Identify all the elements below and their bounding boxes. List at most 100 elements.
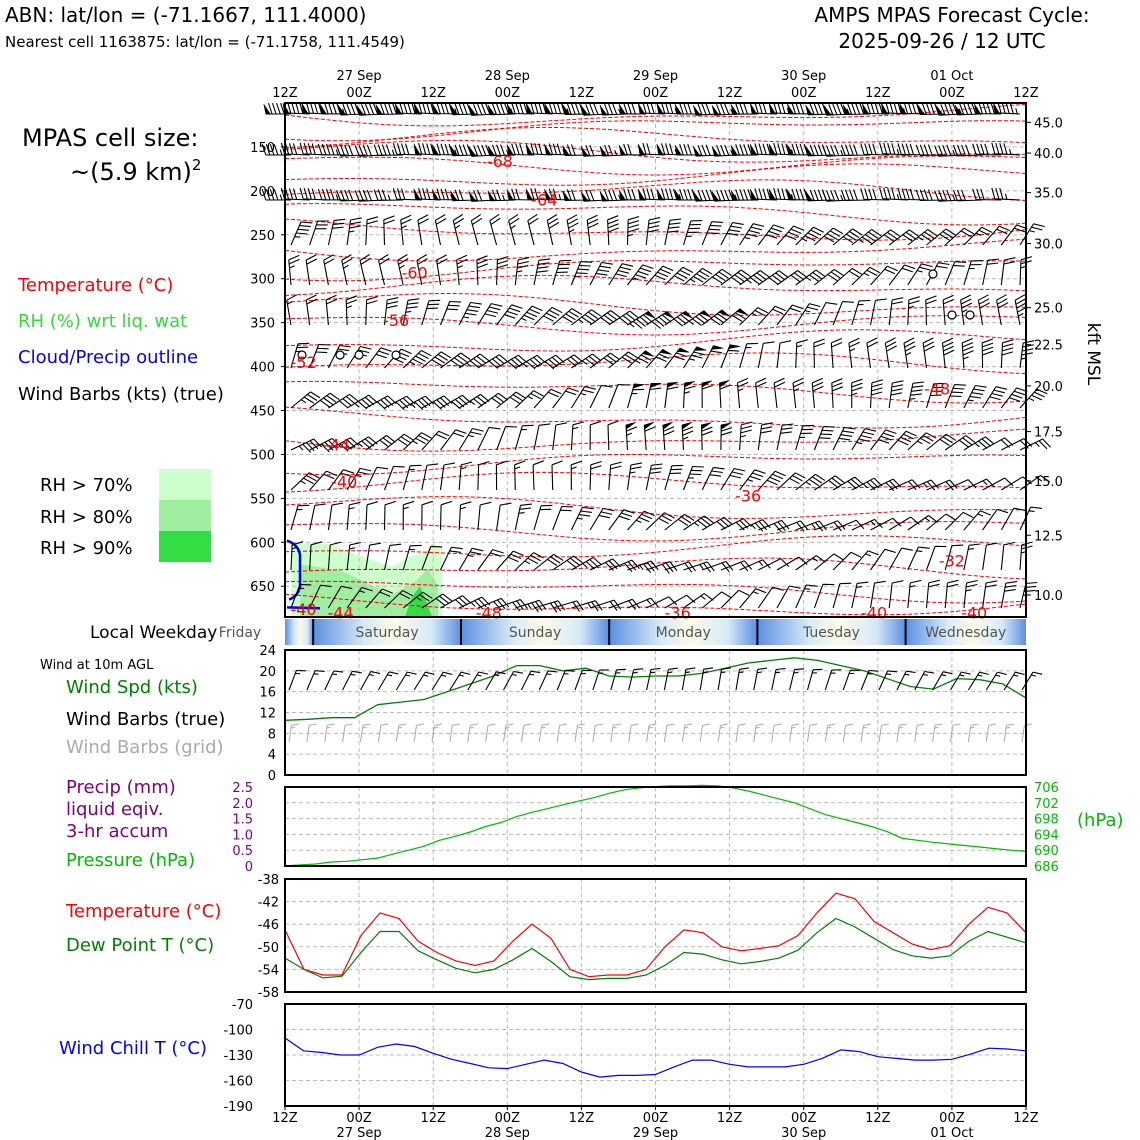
wind-barb-pennant — [736, 308, 749, 316]
legend-wind-barbs-grid: Wind Barbs (grid) — [66, 737, 224, 758]
wind-barb — [897, 188, 927, 201]
wind-barb — [714, 189, 740, 202]
wind-barb — [608, 263, 634, 286]
wind-barb — [421, 395, 453, 410]
wind-barb — [795, 269, 826, 286]
legend-temp2: Temperature (°C) — [65, 901, 221, 922]
wind-barb — [901, 102, 927, 115]
cell-size-label: MPAS cell size: — [22, 124, 198, 152]
top-time-tick: 12Z — [865, 86, 891, 101]
wind-barb — [663, 667, 678, 691]
cell-size-exponent: 2 — [192, 156, 202, 174]
wind-barb — [869, 580, 886, 609]
wind-barb — [832, 519, 865, 531]
wind-barb-pennant — [805, 145, 813, 157]
wind-barb — [878, 670, 898, 691]
wind-barb-pennant — [450, 190, 458, 201]
wind-barb — [346, 436, 378, 451]
wind-barb — [757, 586, 784, 609]
temperature-contour — [284, 380, 1027, 404]
wind-barb — [433, 188, 460, 201]
wind-barb — [751, 102, 778, 115]
wind-barb — [303, 102, 329, 115]
weekday-cell — [313, 619, 461, 645]
wind-barb — [396, 102, 422, 115]
wind-barb — [932, 671, 953, 691]
wind-barb-pennant — [861, 103, 869, 114]
rh-90-area — [405, 586, 432, 617]
wind-barb — [290, 472, 320, 491]
wind-barb — [570, 421, 585, 451]
wind-barb — [963, 579, 978, 609]
wind-barb — [365, 588, 394, 609]
wind-barb — [552, 505, 574, 531]
wind-barb-pennant — [487, 190, 496, 201]
temperature-frame — [284, 878, 1027, 993]
wind-barb-pennant — [431, 189, 439, 200]
wind-barb — [456, 254, 468, 286]
wind-barb — [384, 433, 414, 451]
calm-circle — [297, 350, 307, 360]
wind-barb — [645, 512, 675, 531]
wind-barb — [739, 307, 769, 326]
wind-barb — [922, 337, 935, 369]
wind-barb — [957, 103, 983, 116]
wind-barb — [1021, 671, 1043, 691]
wind-barb — [700, 424, 713, 451]
wind-barb — [365, 501, 379, 531]
temp-tick-label: -58 — [258, 986, 279, 1001]
wind-barb — [645, 463, 663, 491]
cycle-time: 2025-09-26 / 12 UTC — [838, 29, 1045, 53]
wind-barb-pennant — [375, 104, 383, 115]
wind-barb — [681, 723, 693, 743]
cell-size-base: ~(5.9 km) — [70, 158, 192, 186]
wind-barb — [807, 144, 834, 157]
wind-barb — [720, 560, 753, 572]
wind-barb-pennant — [637, 143, 645, 155]
wind-barb — [776, 225, 805, 246]
wind-barb — [869, 379, 883, 409]
wind-barb-pennant — [413, 102, 421, 114]
wind-barb — [907, 263, 933, 286]
wind-barb — [284, 102, 310, 115]
cell-size-value: ~(5.9 km)2 — [70, 156, 201, 186]
wind-barb-pennant — [936, 105, 944, 116]
weekday-cell — [460, 619, 610, 645]
legend-precip-2: liquid eqiv. — [66, 799, 163, 820]
wind-barb — [814, 268, 845, 286]
wind-barb-pennant — [562, 145, 570, 156]
wind-barb — [719, 382, 731, 409]
wind-barb — [421, 430, 450, 451]
wind-barb-pennant — [701, 380, 713, 388]
height-tick-label: 25.0 — [1034, 302, 1063, 317]
wind-barb — [664, 561, 697, 573]
wind-barb — [941, 337, 955, 369]
wind-barb — [702, 560, 734, 573]
bottom-time-tick: 00Z — [791, 1111, 817, 1126]
wind-barb — [888, 479, 921, 491]
wind-barb — [625, 424, 638, 451]
wind-barb — [739, 421, 753, 451]
wind-barb — [795, 226, 824, 246]
pressure-tick-label: 698 — [1034, 813, 1059, 828]
wind-barb — [757, 422, 773, 451]
wind-barb — [795, 424, 815, 451]
wind-barb — [682, 220, 703, 246]
calm-circle — [965, 310, 975, 320]
precip-tick-label: 0 — [245, 860, 253, 875]
wind-barb — [907, 579, 922, 609]
temperature-contour — [284, 352, 1027, 375]
legend-windchill: Wind Chill T (°C) — [59, 1038, 207, 1059]
wind-barb — [458, 501, 472, 531]
wind-barb — [546, 143, 572, 156]
wind-barb — [433, 143, 460, 156]
wind-barb — [795, 339, 808, 369]
wind-barb — [645, 311, 672, 329]
wind-barb — [733, 103, 759, 115]
wind-barb — [832, 301, 854, 326]
wind-barb-pennant — [805, 190, 813, 202]
wind-barb — [860, 143, 890, 156]
wind-barb — [714, 144, 740, 157]
wind-barb — [967, 671, 989, 691]
wind-barb — [870, 265, 898, 286]
